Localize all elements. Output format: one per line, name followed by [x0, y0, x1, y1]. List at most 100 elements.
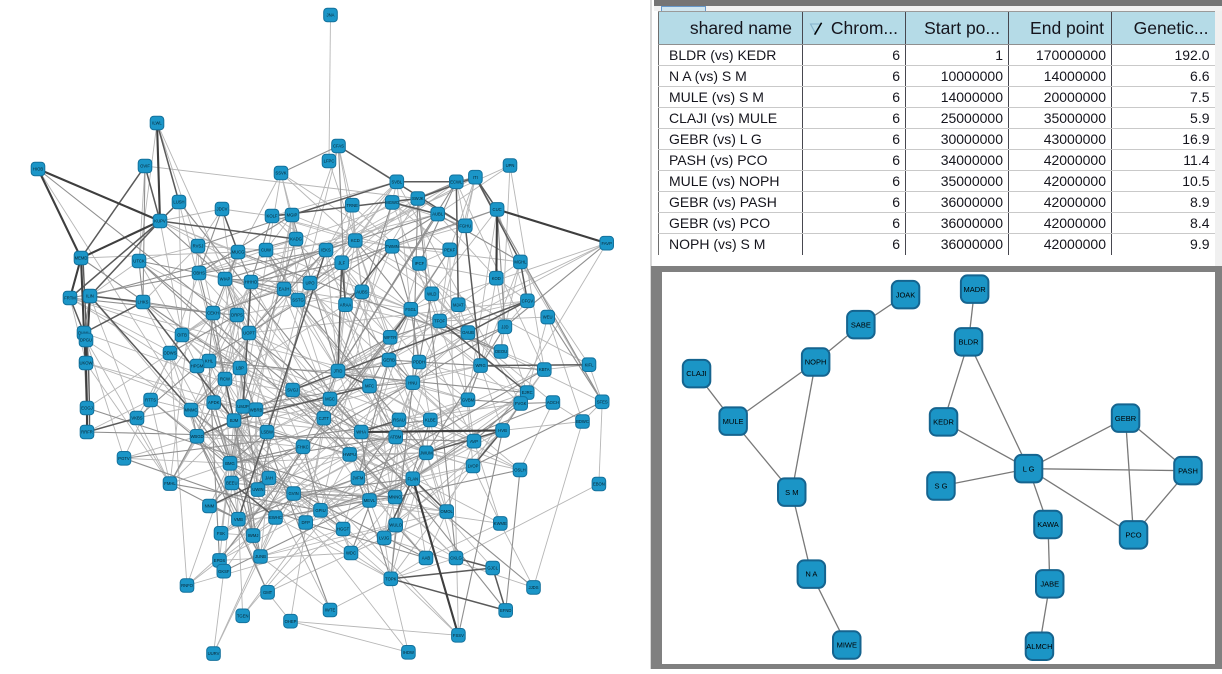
svg-text:PASH: PASH	[1178, 466, 1198, 475]
svg-text:KOD: KOD	[492, 276, 501, 281]
svg-text:UOPT: UOPT	[243, 331, 255, 336]
svg-text:WBRB: WBRB	[250, 407, 263, 412]
svg-text:NNM: NNM	[205, 504, 215, 509]
svg-text:DPGU: DPGU	[80, 338, 92, 343]
svg-text:CEKH: CEKH	[207, 311, 219, 316]
svg-text:CFAS: CFAS	[333, 144, 344, 149]
svg-text:HVB: HVB	[498, 428, 507, 433]
svg-text:JLF: JLF	[338, 260, 345, 265]
svg-text:MGHL: MGHL	[514, 260, 527, 265]
svg-text:JNA: JNA	[327, 13, 335, 18]
svg-text:EWHC: EWHC	[269, 515, 282, 520]
svg-text:DFP: DFP	[302, 520, 311, 525]
svg-text:SSVK: SSVK	[275, 171, 286, 176]
svg-text:FSGL: FSGL	[405, 307, 417, 312]
svg-text:BEEU: BEEU	[226, 481, 237, 486]
svg-text:ARAA: ARAA	[340, 302, 352, 307]
svg-text:JWUM: JWUM	[420, 450, 433, 455]
svg-text:PGTV: PGTV	[118, 456, 130, 461]
svg-text:WRG: WRG	[475, 363, 485, 368]
svg-text:WIAP: WIAP	[220, 277, 231, 282]
svg-text:UPO: UPO	[305, 281, 315, 286]
svg-text:GVBM: GVBM	[462, 397, 475, 402]
svg-text:LUSH: LUSH	[173, 200, 184, 205]
svg-text:AUBS: AUBS	[356, 289, 368, 294]
svg-text:S M: S M	[785, 488, 798, 497]
svg-text:CLAJI: CLAJI	[686, 369, 706, 378]
svg-text:MGWO: MGWO	[385, 200, 400, 205]
svg-text:WBGD: WBGD	[190, 434, 203, 439]
svg-text:OMOL: OMOL	[441, 509, 454, 514]
svg-text:SWJK: SWJK	[412, 196, 424, 201]
svg-text:GKSF: GKSF	[218, 569, 230, 574]
svg-text:FAVP: FAVP	[601, 241, 612, 246]
svg-text:WLD: WLD	[427, 291, 436, 296]
svg-text:BLDR: BLDR	[958, 337, 979, 346]
svg-text:OSLH: OSLH	[514, 468, 525, 473]
svg-text:OHEP: OHEP	[285, 619, 297, 624]
svg-text:DRPS: DRPS	[231, 313, 243, 318]
svg-text:OITB: OITB	[177, 333, 187, 338]
svg-text:UURV: UURV	[208, 651, 220, 656]
svg-text:GVIN: GVIN	[288, 491, 298, 496]
svg-text:UTCK: UTCK	[133, 259, 145, 264]
svg-text:MUCG: MUCG	[232, 250, 245, 255]
svg-text:JDCV: JDCV	[217, 207, 228, 212]
svg-text:OAUB: OAUB	[462, 330, 474, 335]
svg-text:IWTE: IWTE	[325, 608, 336, 613]
svg-text:MEVL: MEVL	[364, 498, 376, 503]
svg-text:MGIP: MGIP	[287, 213, 298, 218]
svg-text:IHDW: IHDW	[403, 650, 414, 655]
svg-text:EFND: EFND	[500, 608, 511, 613]
svg-text:MJAT: MJAT	[453, 302, 464, 307]
svg-text:ALMCH: ALMCH	[1026, 642, 1052, 651]
svg-text:FLAN: FLAN	[407, 476, 418, 481]
svg-text:CUC: CUC	[493, 207, 502, 212]
svg-text:JUNB: JUNB	[255, 554, 266, 559]
svg-text:JTID: JTID	[334, 369, 343, 374]
svg-text:JVFM: JVFM	[352, 476, 363, 481]
svg-text:FSSV: FSSV	[453, 633, 464, 638]
svg-text:HIOB: HIOB	[33, 167, 43, 172]
svg-text:HWPU: HWPU	[343, 452, 356, 457]
svg-text:CUW: CUW	[261, 248, 271, 253]
svg-text:FMHL: FMHL	[164, 481, 176, 486]
svg-text:MADR: MADR	[964, 285, 987, 294]
svg-text:KEDR: KEDR	[933, 418, 954, 427]
svg-text:WFTR: WFTR	[384, 335, 396, 340]
svg-text:UKOW: UKOW	[79, 361, 92, 366]
svg-text:JAH: JAH	[265, 476, 273, 481]
svg-text:EBON: EBON	[593, 482, 605, 487]
svg-text:CKLG: CKLG	[450, 556, 461, 561]
svg-text:RRFR: RRFR	[81, 430, 93, 435]
svg-text:KLBE: KLBE	[425, 418, 436, 423]
svg-text:L G: L G	[1023, 464, 1035, 473]
svg-text:ILIN: ILIN	[86, 294, 94, 299]
svg-text:HHHO: HHHO	[245, 280, 258, 285]
svg-text:NOPH: NOPH	[805, 358, 827, 367]
svg-text:PEKF: PEKF	[444, 247, 455, 252]
svg-text:ILWL: ILWL	[152, 121, 162, 126]
svg-text:RNFO: RNFO	[181, 583, 194, 588]
svg-text:WEU: WEU	[543, 315, 553, 320]
svg-text:KBTA: KBTA	[539, 367, 550, 372]
svg-text:N A: N A	[805, 570, 817, 579]
svg-text:MULE: MULE	[723, 417, 744, 426]
svg-text:MIWE: MIWE	[837, 641, 857, 650]
svg-text:MNMC: MNMC	[184, 408, 197, 413]
svg-text:BJM: BJM	[230, 418, 239, 423]
svg-text:OVIF: OVIF	[140, 164, 150, 169]
svg-text:OBHS: OBHS	[193, 271, 205, 276]
svg-text:TOPK: TOPK	[385, 576, 397, 581]
svg-text:SFES: SFES	[597, 399, 608, 404]
svg-text:IPCF: IPCF	[415, 261, 425, 266]
svg-text:KUPV: KUPV	[154, 219, 166, 224]
svg-text:LFPC: LFPC	[324, 159, 335, 164]
svg-text:BDWC: BDWC	[576, 419, 589, 424]
svg-text:AUBL: AUBL	[432, 212, 444, 217]
svg-text:CFGV: CFGV	[522, 298, 534, 303]
svg-text:AVP: AVP	[470, 439, 478, 444]
svg-text:UWIN: UWIN	[252, 487, 263, 492]
svg-text:VKBS: VKBS	[131, 416, 142, 421]
svg-text:EPDS: EPDS	[214, 558, 226, 563]
